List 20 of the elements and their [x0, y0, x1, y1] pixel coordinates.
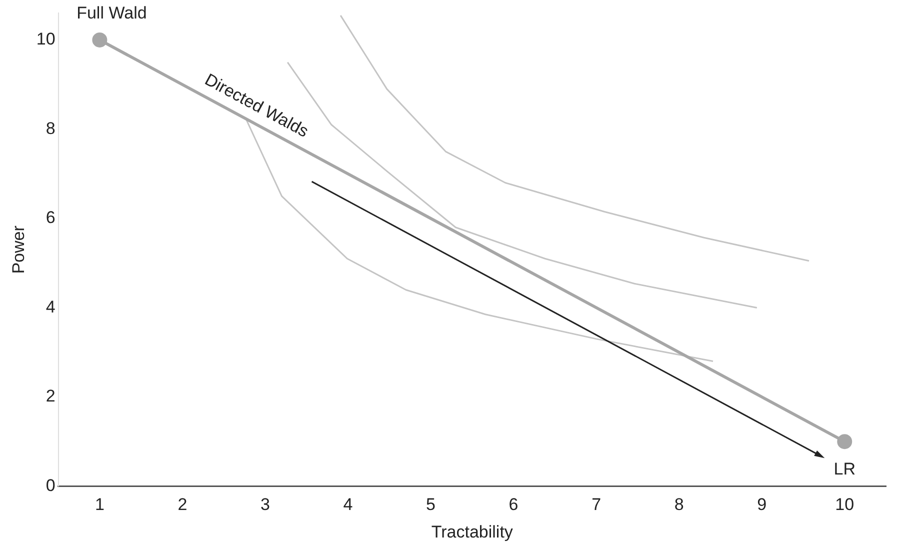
x-tick-label: 2: [178, 495, 188, 514]
y-tick-label: 10: [36, 30, 56, 49]
x-tick-label: 10: [835, 495, 854, 514]
y-tick-label: 8: [46, 118, 56, 138]
x-tick-label: 3: [260, 495, 270, 514]
x-tick-label: 5: [426, 495, 436, 514]
x-tick-label: 4: [343, 495, 353, 514]
x-tick-label: 8: [674, 495, 684, 514]
y-tick-label: 2: [46, 386, 56, 406]
y-tick-label: 0: [46, 476, 56, 495]
annotation: Full Wald: [76, 4, 147, 23]
x-tick-label: 1: [94, 495, 104, 514]
y-tick-label: 6: [46, 208, 56, 228]
x-tick-label: 7: [592, 495, 602, 514]
annotation: LR: [834, 459, 856, 478]
x-tick-label: 6: [508, 495, 518, 514]
x-tick-label: 9: [757, 495, 767, 514]
x-axis-title: Tractability: [431, 522, 514, 542]
y-axis-title: Power: [8, 225, 28, 274]
y-tick-label: 4: [46, 297, 56, 316]
